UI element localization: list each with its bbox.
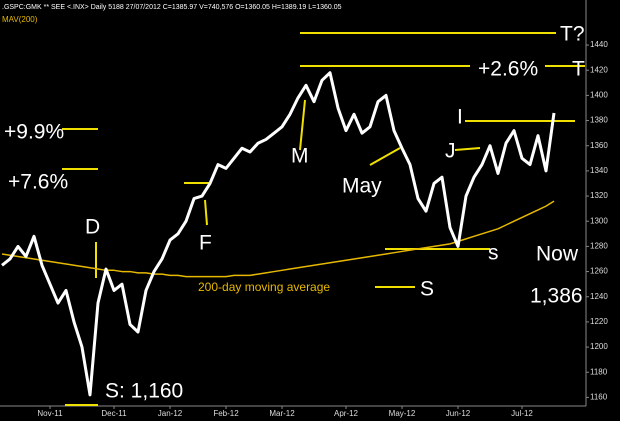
pointer	[204, 199, 208, 226]
annotation: M	[291, 145, 309, 168]
legend-label: MAV(200)	[2, 15, 38, 24]
annotation: I	[457, 106, 463, 129]
y-tick-label: 1400	[590, 90, 608, 99]
y-tick-label: 1380	[590, 116, 608, 125]
y-tick-label: 1220	[590, 317, 608, 326]
y-tick-label: 1300	[590, 216, 608, 225]
x-tick-label: Jun-12	[446, 409, 471, 418]
x-tick-label: Apr-12	[334, 409, 359, 418]
y-tick-label: 1320	[590, 191, 608, 200]
pointer	[299, 99, 306, 151]
annotation: 1,386	[530, 285, 583, 308]
annotation: +7.6%	[8, 171, 68, 194]
y-tick-label: 1160	[590, 393, 608, 402]
y-tick-label: 1420	[590, 65, 608, 74]
annotation: +9.9%	[4, 121, 64, 144]
moving-average-line	[1, 200, 555, 278]
y-tick-label: 1440	[590, 40, 608, 49]
pointer	[454, 147, 481, 151]
y-tick-label: 1200	[590, 342, 608, 351]
x-tick-label: Jan-12	[158, 409, 183, 418]
y-tick-label: 1260	[590, 267, 608, 276]
x-tick-label: Dec-11	[101, 409, 127, 418]
annotation: S	[420, 278, 434, 301]
y-tick-label: 1180	[590, 367, 608, 376]
annotations: T? +2.6% T I +9.9% +7.6% M May J D F s N…	[4, 23, 585, 406]
y-tick-label: 1240	[590, 292, 608, 301]
x-tick-label: May-12	[389, 409, 416, 418]
y-tick-label: 1340	[590, 166, 608, 175]
annotation: T?	[560, 23, 585, 46]
annotation: Now	[536, 243, 579, 266]
annotation: s	[488, 242, 499, 265]
annotation: F	[199, 232, 212, 255]
price-line	[1, 71, 556, 397]
x-tick-label: Feb-12	[213, 409, 239, 418]
y-tick-label: 1360	[590, 141, 608, 150]
annotation: T	[572, 58, 585, 81]
annotation: +2.6%	[478, 58, 538, 81]
y-tick-label: 1280	[590, 242, 608, 251]
x-tick-label: Mar-12	[269, 409, 295, 418]
annotation: S: 1,160	[105, 380, 183, 403]
annotation: J	[445, 140, 456, 163]
pointer	[369, 147, 401, 166]
x-tick-label: Jul-12	[511, 409, 533, 418]
header: .GSPC:GMK ** SEE <.INX> Daily 5188 27/07…	[2, 4, 342, 11]
annotation: May	[342, 175, 382, 198]
annotation: 200-day moving average	[198, 280, 330, 294]
x-tick-label: Nov-11	[37, 409, 63, 418]
annotation: D	[85, 216, 100, 239]
